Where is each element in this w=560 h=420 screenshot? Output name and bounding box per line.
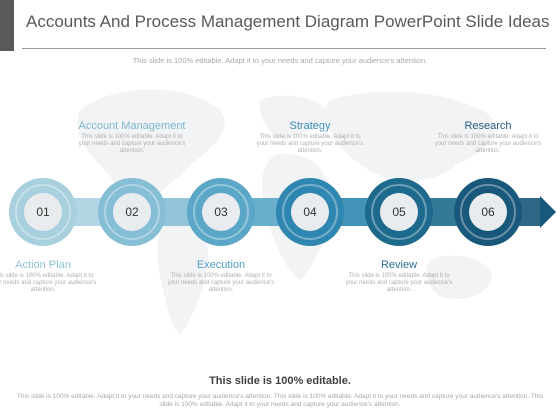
step-label: Review bbox=[380, 259, 418, 271]
step-number: 06 bbox=[481, 205, 495, 219]
step-node: 06 bbox=[454, 178, 522, 246]
step-center bbox=[469, 193, 507, 231]
step-label-block: Account Management This slide is 100% edi… bbox=[72, 120, 192, 155]
step-node: 02 bbox=[98, 178, 166, 246]
step-center bbox=[291, 193, 329, 231]
step-label-block: Review This slide is 100% editable. Adapt… bbox=[339, 259, 459, 294]
step-label: Research bbox=[464, 120, 512, 132]
step-center bbox=[24, 193, 62, 231]
step-description: This slide is 100% editable. Adapt it to… bbox=[345, 273, 453, 293]
step-label-block: Action Plan This slide is 100% editable. … bbox=[0, 259, 103, 294]
step-description: This slide is 100% editable. Adapt it to… bbox=[0, 273, 97, 293]
step-inner-ring bbox=[460, 184, 516, 240]
slide-title: Accounts And Process Management Diagram … bbox=[26, 12, 550, 31]
step-number: 03 bbox=[214, 205, 228, 219]
step-inner-ring bbox=[371, 184, 427, 240]
step-description: This slide is 100% editable. Adapt it to… bbox=[256, 134, 364, 154]
step-node: 05 bbox=[365, 178, 433, 246]
step-description: This slide is 100% editable. Adapt it to… bbox=[434, 134, 542, 154]
title-divider bbox=[22, 48, 546, 49]
step-node: 04 bbox=[276, 178, 344, 246]
footer-heading: This slide is 100% editable. bbox=[209, 375, 351, 387]
step-label-block: Research This slide is 100% editable. Ada… bbox=[428, 120, 548, 155]
step-inner-ring bbox=[282, 184, 338, 240]
step-number: 01 bbox=[36, 205, 50, 219]
step-center bbox=[113, 193, 151, 231]
step-label: Action Plan bbox=[15, 259, 71, 271]
step-node: 01 bbox=[9, 178, 77, 246]
process-diagram: 01 02 03 04 05 06 bbox=[9, 178, 556, 246]
step-inner-ring bbox=[193, 184, 249, 240]
footer-text: This slide is 100% editable. Adapt it to… bbox=[16, 393, 544, 408]
title-accent-bar bbox=[0, 0, 14, 51]
step-description: This slide is 100% editable. Adapt it to… bbox=[78, 134, 186, 154]
arrow-head bbox=[540, 196, 556, 228]
step-label-block: Strategy This slide is 100% editable. Ada… bbox=[250, 120, 370, 155]
slide-subtitle: This slide is 100% editable. Adapt it to… bbox=[132, 56, 428, 65]
step-label-block: Execution This slide is 100% editable. Ad… bbox=[161, 259, 281, 294]
step-description: This slide is 100% editable. Adapt it to… bbox=[167, 273, 275, 293]
step-label: Strategy bbox=[289, 120, 331, 132]
step-center bbox=[202, 193, 240, 231]
step-number: 05 bbox=[392, 205, 406, 219]
step-number: 04 bbox=[303, 205, 317, 219]
step-number: 02 bbox=[125, 205, 139, 219]
step-label: Account Management bbox=[78, 120, 186, 132]
step-center bbox=[380, 193, 418, 231]
step-inner-ring bbox=[15, 184, 71, 240]
step-inner-ring bbox=[104, 184, 160, 240]
step-node: 03 bbox=[187, 178, 255, 246]
step-label: Execution bbox=[196, 259, 246, 271]
